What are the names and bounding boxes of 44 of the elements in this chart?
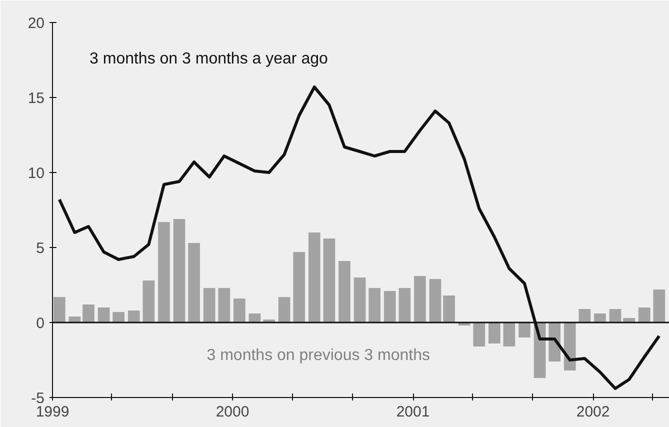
bar — [293, 252, 306, 322]
bar — [308, 232, 320, 322]
bar — [578, 309, 591, 322]
bar — [638, 308, 650, 322]
bar — [173, 219, 186, 322]
bar — [278, 297, 290, 322]
bar — [518, 322, 530, 338]
bar — [82, 304, 94, 322]
bar — [354, 278, 366, 322]
bar — [338, 261, 350, 322]
y-tick-label: 0 — [36, 315, 44, 332]
bar — [128, 310, 140, 322]
bar — [384, 291, 396, 322]
series-label: 3 months on 3 months a year ago — [90, 50, 328, 68]
bar — [53, 297, 66, 322]
bar — [503, 322, 516, 346]
bar — [98, 308, 110, 322]
bar — [414, 276, 426, 322]
series-label: 3 months on previous 3 months — [206, 346, 430, 364]
bar — [323, 238, 336, 322]
bar — [188, 243, 200, 322]
bar — [594, 314, 606, 322]
bar — [218, 288, 230, 322]
bar — [488, 322, 500, 344]
y-tick-label: 10 — [28, 165, 45, 182]
x-tick-label: 2001 — [396, 404, 430, 420]
y-tick-label: 5 — [36, 240, 44, 257]
bar — [429, 279, 442, 322]
bar — [248, 314, 261, 322]
y-tick-label: 20 — [28, 15, 45, 32]
bar — [653, 290, 666, 322]
x-tick-label: 2002 — [576, 404, 610, 420]
bar — [368, 288, 380, 322]
bar — [609, 309, 622, 322]
bar — [158, 222, 170, 322]
y-tick-label: 15 — [28, 90, 45, 107]
bar — [398, 288, 411, 322]
x-tick-label: 2000 — [216, 404, 250, 420]
bar — [443, 296, 455, 322]
bar — [473, 322, 486, 346]
bar — [234, 298, 246, 322]
bar — [203, 288, 216, 322]
bar — [142, 280, 155, 322]
bar — [112, 312, 125, 322]
